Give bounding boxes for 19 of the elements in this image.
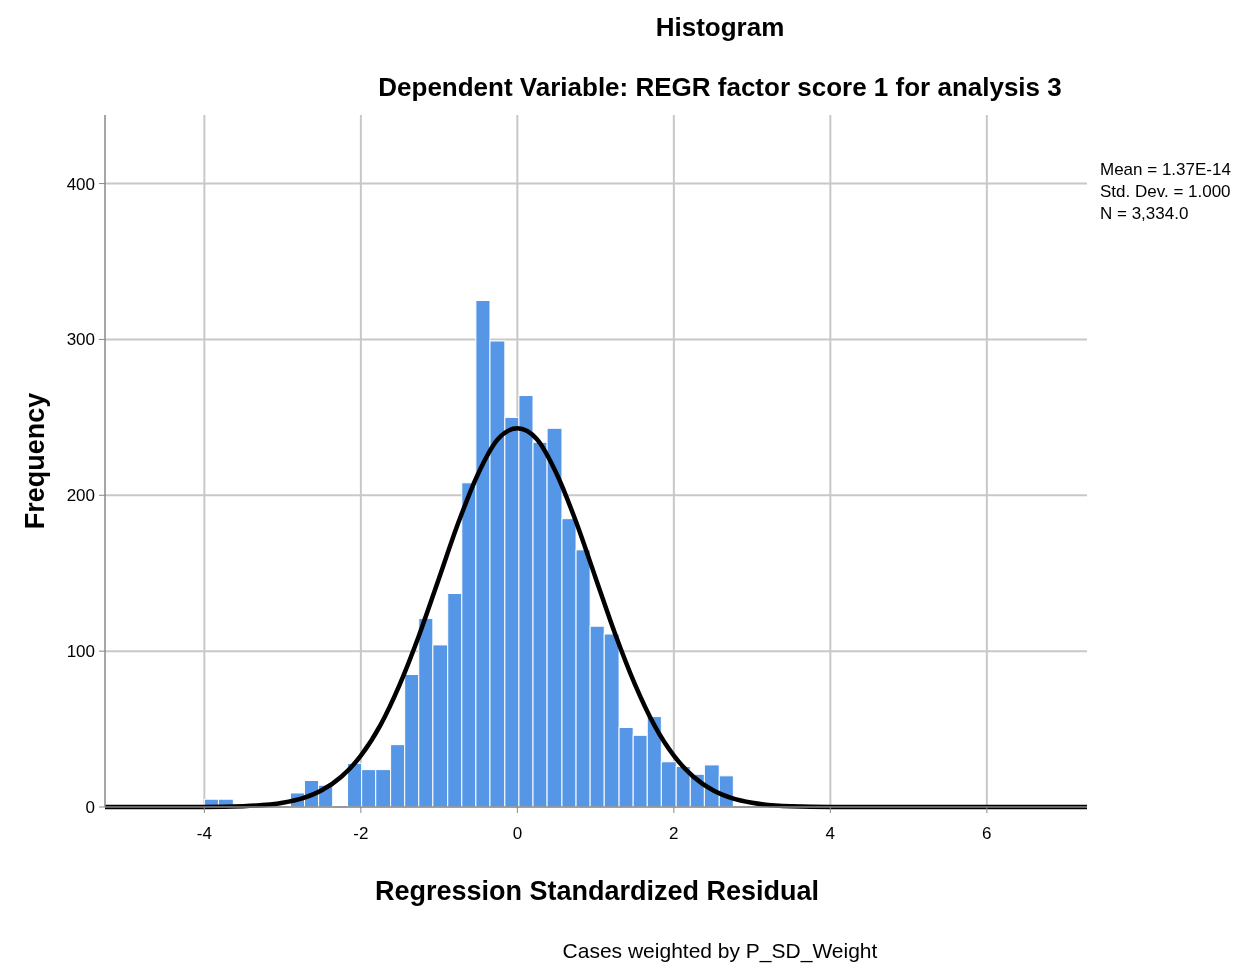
y-tick-label: 100 — [66, 642, 95, 662]
y-tick-label: 200 — [66, 486, 95, 506]
y-axis-title: Frequency — [20, 392, 50, 530]
x-tick-label: 2 — [669, 824, 679, 843]
chart-subtitle: Dependent Variable: REGR factor score 1 for analysis 3 — [378, 72, 1062, 102]
text: Cases weighted by P_SD_Weight — [562, 939, 878, 963]
chart-title: Histogram — [655, 12, 785, 42]
y-tick-label: 0 — [85, 797, 95, 817]
y-tick-label: 400 — [66, 174, 95, 194]
x-tick-label: -2 — [353, 824, 369, 843]
x-tick-label: 4 — [825, 824, 836, 843]
text: Std. Dev. = 1.000 — [1100, 182, 1231, 201]
x-tick-label: 0 — [512, 824, 523, 843]
x-tick-label: -4 — [196, 824, 212, 843]
y-tick-label: 300 — [66, 330, 95, 350]
x-tick-label: 6 — [982, 824, 992, 843]
text: N = 3,334.0 — [1100, 204, 1189, 223]
text: Mean = 1.37E-14 — [1100, 160, 1231, 179]
x-axis-title: Regression Standardized Residual — [374, 876, 820, 906]
